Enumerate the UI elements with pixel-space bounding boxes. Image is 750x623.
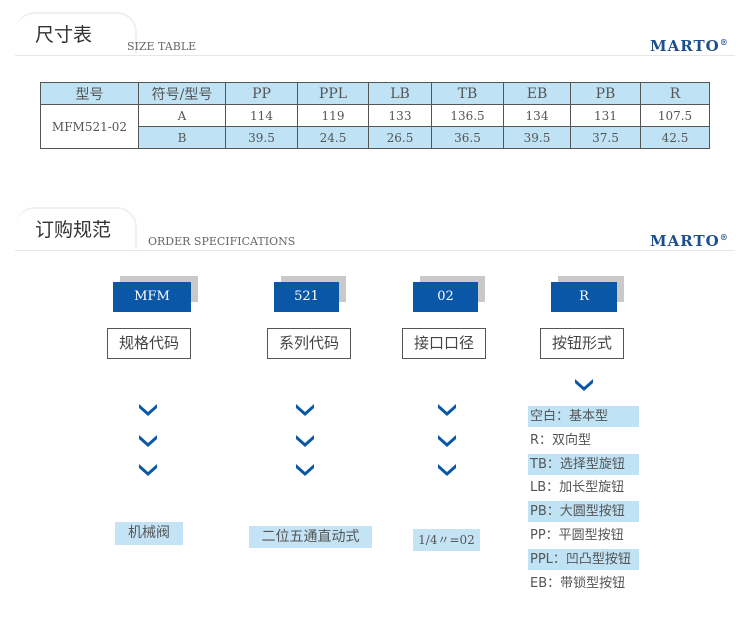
value-cell: 42.5 [640,126,710,149]
divider [15,250,735,251]
label-series-code: 系列代码 [267,328,351,359]
symbol-cell: B [138,126,226,149]
value-cell: 119 [297,104,369,127]
button-option: PB：大圆型按钮 [528,501,639,523]
button-option: TB：选择型旋钮 [528,453,639,475]
header-cell: PB [570,82,641,105]
button-option: EB：带锁型按钮 [530,575,626,591]
code-box-521: 521 [274,282,339,312]
header-cell: 符号/型号 [138,82,226,105]
size-table: 型号 符号/型号 PP PPL LB TB EB PB R MFM521-02 … [40,82,710,149]
value-cell: 37.5 [570,126,641,149]
label-spec-code: 规格代码 [107,328,191,359]
table-row: MFM521-02 A 114 119 133 136.5 134 131 10… [40,104,710,149]
code-box-mfm: MFM [113,282,191,312]
value-cell: 131 [570,104,641,127]
value-cell: 39.5 [503,126,571,149]
chevron-down-icon [295,432,315,447]
table-row: B 39.5 24.5 26.5 36.5 39.5 37.5 42.5 [41,126,710,149]
chevron-down-icon [138,401,158,416]
code-box-02: 02 [413,282,478,312]
result-port: 1/4〃=02 [413,529,480,551]
chevron-down-icon [295,461,315,476]
button-option: PPL：凹凸型按钮 [528,548,639,570]
button-option: PP：平圆型按钮 [530,528,624,543]
chevron-down-icon [138,432,158,447]
label-port-size: 接口口径 [402,328,486,359]
chevron-down-icon [295,401,315,416]
brand-logo: MARTO® [650,37,729,55]
table-header-row: 型号 符号/型号 PP PPL LB TB EB PB R [40,82,710,105]
label-button-type: 按钮形式 [540,328,624,359]
size-title-cn: 尺寸表 [35,24,93,46]
brand-logo: MARTO® [650,232,729,250]
chevron-down-icon [437,461,457,476]
header-cell: TB [431,82,504,105]
header-cell: EB [503,82,571,105]
section-tab [15,12,137,54]
header-cell: R [640,82,710,105]
value-cell: 107.5 [640,104,710,127]
value-cell: 39.5 [225,126,298,149]
order-title-en: ORDER SPECIFICATIONS [148,235,296,248]
section-tab [15,207,137,249]
chevron-down-icon [437,401,457,416]
button-option: 空白：基本型 [528,406,639,427]
header-cell: LB [368,82,432,105]
code-box-r: R [551,282,617,312]
chevron-down-icon [138,461,158,476]
header-cell: PP [225,82,298,105]
result-mechanical-valve: 机械阀 [115,522,183,545]
button-option: LB：加长型旋钮 [530,480,625,496]
value-cell: 134 [503,104,571,127]
value-cell: 36.5 [431,126,504,149]
button-option: R：双向型 [530,432,592,448]
header-cell: 型号 [40,82,139,105]
order-title-cn: 订购规范 [35,219,112,241]
value-cell: 136.5 [431,104,504,127]
result-series: 二位五通直动式 [249,526,372,548]
value-cell: 24.5 [297,126,369,149]
symbol-cell: A [138,104,226,127]
chevron-down-icon [574,376,594,391]
value-cell: 133 [368,104,432,127]
value-cell: 26.5 [368,126,432,149]
value-cell: 114 [225,104,298,127]
model-cell: MFM521-02 [40,104,139,149]
size-title-en: SIZE TABLE [127,40,197,53]
divider [15,55,735,56]
chevron-down-icon [437,432,457,447]
header-cell: PPL [297,82,369,105]
